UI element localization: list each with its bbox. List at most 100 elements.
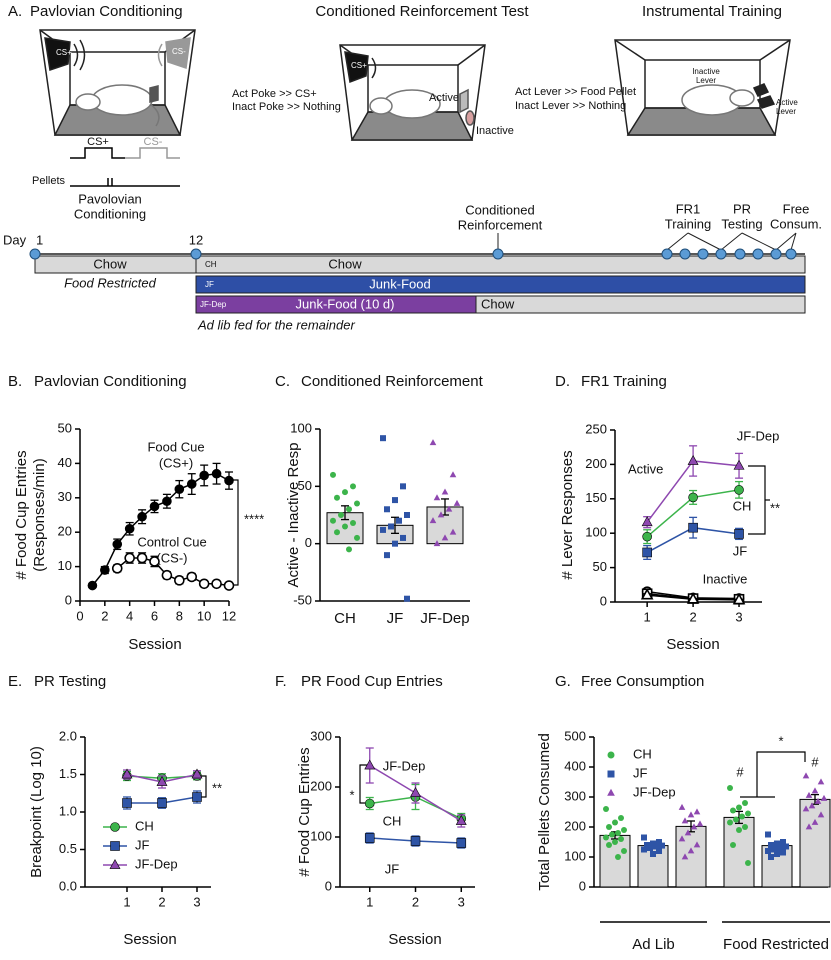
phase-label: PR xyxy=(733,201,751,216)
panel-letter: B. xyxy=(8,373,22,390)
trace-label: CS+ xyxy=(87,136,109,148)
marker xyxy=(783,843,789,850)
y-tick-label: 0.5 xyxy=(59,841,77,856)
port-label: Inactive xyxy=(476,125,514,137)
x-axis-label: Session xyxy=(123,931,176,948)
marker xyxy=(149,501,160,512)
legend-marker xyxy=(607,788,615,796)
port-label: Active xyxy=(429,92,459,104)
x-tick-label: 1 xyxy=(366,894,373,909)
marker xyxy=(445,505,453,512)
phase-label: Training xyxy=(665,216,711,231)
marker xyxy=(156,775,168,786)
phase-label: Pavolovian xyxy=(78,191,142,206)
diet-label: Chow xyxy=(328,256,362,271)
marker xyxy=(392,540,398,547)
chart-title: FR1 Training xyxy=(581,373,667,390)
marker xyxy=(777,845,783,851)
y-axis-label: # Lever Responses xyxy=(559,450,576,579)
legend-label: JF xyxy=(633,765,648,780)
annotation: # xyxy=(811,754,819,769)
chamber xyxy=(339,44,486,141)
marker xyxy=(606,842,612,848)
marker xyxy=(174,484,185,495)
phase-label: Reinforcement xyxy=(458,217,543,232)
marker xyxy=(354,500,360,507)
x-tick-label: JF-Dep xyxy=(420,610,469,627)
marker xyxy=(186,479,197,489)
marker xyxy=(354,534,360,541)
legend-label: JF-Dep xyxy=(135,856,178,871)
marker xyxy=(681,817,689,824)
rule: Act Poke >> CS+ xyxy=(232,88,317,100)
marker xyxy=(455,814,467,825)
marker xyxy=(342,489,348,496)
x-axis-label: Session xyxy=(666,636,719,653)
annotation: JF xyxy=(733,543,748,558)
annotation: (CS+) xyxy=(159,455,193,470)
marker xyxy=(384,506,390,513)
pellet-trace xyxy=(70,178,180,187)
marker xyxy=(687,847,695,854)
y-tick-label: 50 xyxy=(298,478,312,493)
marker xyxy=(641,834,647,841)
y-tick-label: 30 xyxy=(58,489,72,504)
marker xyxy=(392,497,398,504)
marker xyxy=(433,540,441,547)
marker xyxy=(811,787,819,794)
annotation: JF-Dep xyxy=(383,758,426,773)
marker xyxy=(191,768,203,779)
marker xyxy=(802,805,810,812)
y-tick-label: 100 xyxy=(310,828,332,843)
phase-label: Testing xyxy=(721,216,762,231)
annotation: ** xyxy=(770,500,780,515)
annotation: CH xyxy=(733,498,752,513)
x-tick-label: 2 xyxy=(101,608,108,623)
phase-label: FR1 xyxy=(676,201,701,216)
marker xyxy=(174,575,185,586)
marker xyxy=(656,848,662,854)
annotation: ** xyxy=(212,780,222,795)
marker xyxy=(736,804,742,811)
marker xyxy=(149,556,160,567)
marker xyxy=(122,798,132,808)
marker xyxy=(124,523,135,534)
day-mark: 1 xyxy=(36,232,43,247)
lever-label: Lever xyxy=(776,107,796,116)
marker xyxy=(642,547,652,558)
marker xyxy=(653,843,659,850)
marker xyxy=(733,816,739,823)
marker xyxy=(456,838,467,848)
marker xyxy=(112,539,123,550)
marker xyxy=(736,827,742,833)
marker xyxy=(157,798,167,808)
marker xyxy=(441,488,449,495)
panel-a: A. Pavlovian Conditioning Conditioned Re… xyxy=(3,3,822,332)
bar xyxy=(799,798,831,888)
marker xyxy=(659,842,665,849)
marker xyxy=(734,529,744,539)
x-tick-label: 4 xyxy=(126,608,133,623)
y-tick-label: 20 xyxy=(58,524,72,539)
marker xyxy=(656,839,662,845)
y-tick-label: 100 xyxy=(585,525,607,540)
y-tick-label: 0.0 xyxy=(59,878,77,893)
marker xyxy=(681,853,689,860)
legend-marker xyxy=(607,770,615,778)
marker xyxy=(811,818,819,825)
x-tick-label: 6 xyxy=(151,608,158,623)
marker xyxy=(733,459,745,470)
group-tag: JF xyxy=(205,280,214,289)
marker xyxy=(641,516,653,527)
panel-letter: D. xyxy=(555,373,570,390)
y-tick-label: 1.0 xyxy=(59,803,77,818)
x-tick-label: 3 xyxy=(193,894,200,909)
marker xyxy=(742,800,748,806)
x-tick-label: 2 xyxy=(158,894,165,909)
marker xyxy=(330,471,336,478)
speaker-label: CS+ xyxy=(56,48,72,57)
bar xyxy=(675,825,707,888)
marker xyxy=(100,565,110,575)
y-tick-label: 40 xyxy=(58,455,72,470)
